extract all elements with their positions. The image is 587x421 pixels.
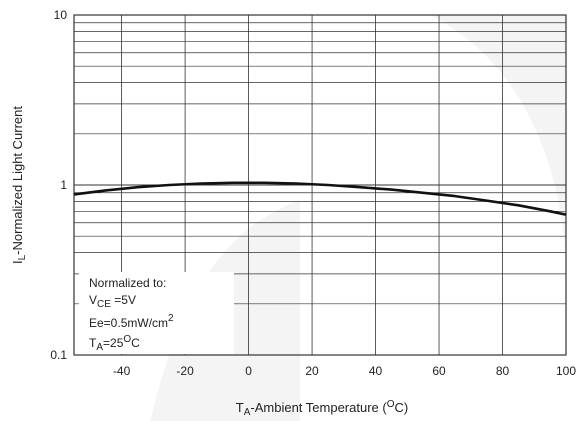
background-layer <box>150 15 566 421</box>
x-tick-label: 40 <box>369 364 383 378</box>
note-line-2: VCE =5V <box>89 293 136 310</box>
background-shape <box>430 15 566 260</box>
x-tick-label: 0 <box>245 364 252 378</box>
normalization-note: Normalized to: VCE =5V Ee=0.5mW/cm2 TA=2… <box>79 272 234 354</box>
x-axis-title: TA-Ambient Temperature (OC) <box>236 399 408 418</box>
grid-layer <box>73 14 567 356</box>
note-line-1: Normalized to: <box>89 276 166 290</box>
x-tick-label: 60 <box>432 364 446 378</box>
x-tick-label: 100 <box>556 364 576 378</box>
series-line <box>73 181 567 216</box>
y-axis-title: IL-Normalized Light Current <box>10 106 28 264</box>
y-tick-label: 1 <box>60 178 67 192</box>
curve-layer <box>73 181 567 216</box>
tick-label-layer: -40 -20 0 20 40 60 80 100 0.1 1 10 <box>50 8 576 378</box>
x-tick-label: -20 <box>176 364 194 378</box>
note-background <box>79 272 234 354</box>
y-tick-label: 0.1 <box>50 348 67 362</box>
note-line-4: TA=25OC <box>89 334 140 353</box>
x-tick-label: 20 <box>305 364 319 378</box>
y-tick-label: 10 <box>54 8 68 22</box>
x-tick-label: -40 <box>113 364 131 378</box>
x-tick-label: 80 <box>496 364 510 378</box>
note-line-3: Ee=0.5mW/cm2 <box>89 313 174 330</box>
